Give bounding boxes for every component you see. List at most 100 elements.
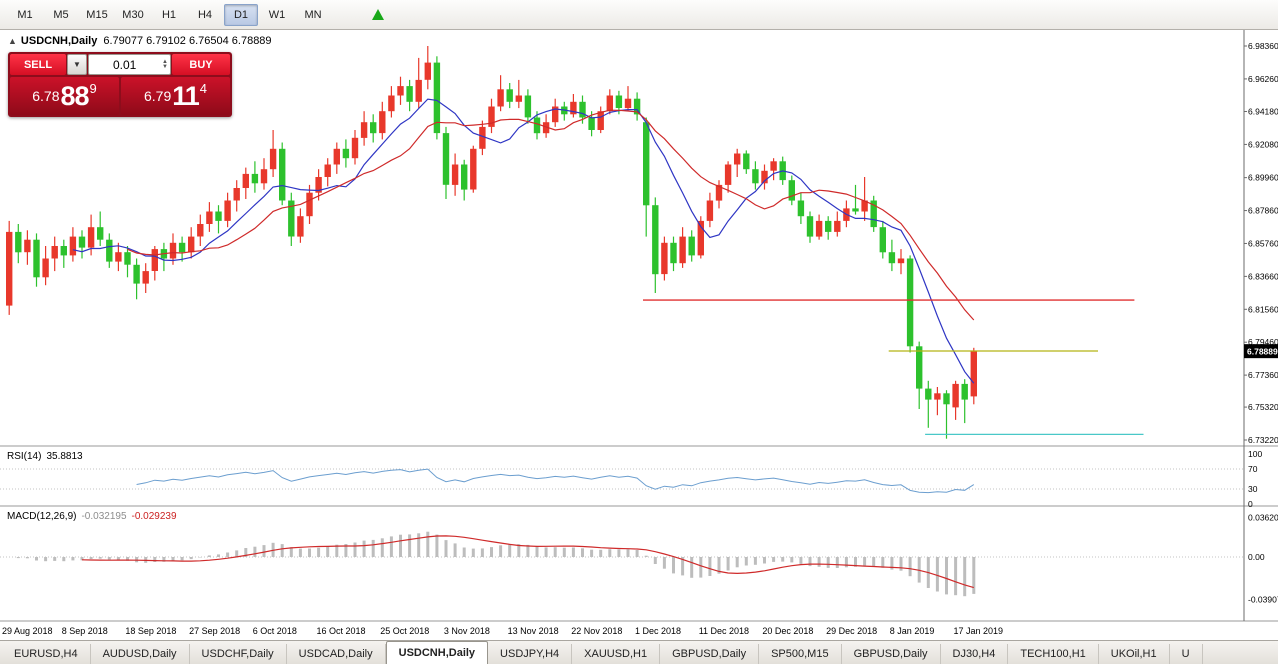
rsi-axis-label: 100 xyxy=(1248,449,1262,459)
candle-body xyxy=(315,177,322,193)
spin-up-icon[interactable]: ▲ xyxy=(162,58,168,65)
candle-body xyxy=(633,98,641,115)
date-axis-label: 13 Nov 2018 xyxy=(508,626,559,636)
timeframe-toolbar: M1 M5 M15 M30 H1 H4 D1 W1 MN xyxy=(0,0,1278,30)
date-axis-label: 3 Nov 2018 xyxy=(444,626,490,636)
chart-tab-audusd-daily[interactable]: AUDUSD,Daily xyxy=(91,644,190,664)
candle-body xyxy=(415,79,422,102)
timeframe-button-m15[interactable]: M15 xyxy=(86,8,108,21)
sell-price-button[interactable]: 6.78 88 9 xyxy=(10,77,119,115)
current-price-box xyxy=(1244,344,1278,359)
candle-body xyxy=(788,180,795,201)
candle-body xyxy=(597,111,604,130)
volume-spinner[interactable]: ▲ ▼ xyxy=(162,58,168,70)
price-axis-label: 6.87860 xyxy=(1248,206,1278,216)
chart-tab-xauusd-h1[interactable]: XAUUSD,H1 xyxy=(572,644,661,664)
candle-body xyxy=(588,117,595,130)
candle-body xyxy=(24,239,31,253)
candle-body xyxy=(15,231,22,253)
date-axis-label: 8 Jan 2019 xyxy=(890,626,935,636)
ma-fast-line xyxy=(72,98,975,384)
volume-input[interactable]: 0.01 ▲ ▼ xyxy=(88,54,171,75)
timeframe-button-h4[interactable]: H4 xyxy=(197,8,213,21)
candle-body xyxy=(552,106,559,123)
volume-dropdown-button[interactable]: ▼ xyxy=(67,54,87,75)
candle-body xyxy=(542,122,550,134)
timeframe-button-m30[interactable]: M30 xyxy=(122,8,144,21)
candle-body xyxy=(570,101,577,115)
timeframe-button-m5[interactable]: M5 xyxy=(53,8,69,21)
price-chart[interactable]: 6.98360 6.96260 6.94180 6.92080 6.89960 6.878… xyxy=(0,30,1278,640)
price-axis-label: 6.79460 xyxy=(1248,337,1278,347)
volume-value: 0.01 xyxy=(113,57,137,72)
chart-tab-gbpusd-daily[interactable]: GBPUSD,Daily xyxy=(842,644,941,664)
timeframe-button-d1[interactable]: D1 xyxy=(224,3,258,26)
candle-body xyxy=(533,117,541,134)
timeframe-button-mn[interactable]: MN xyxy=(304,8,322,21)
candle-body xyxy=(815,220,823,237)
current-price-label: 6.78889 xyxy=(1247,347,1278,357)
oct-controls-row: SELL ▼ 0.01 ▲ ▼ BUY xyxy=(10,54,230,75)
candle-body xyxy=(906,258,914,347)
sell-button[interactable]: SELL xyxy=(10,54,66,75)
chart-tab-bar: EURUSD,H4 AUDUSD,Daily USDCHF,Daily USDCAD,… xyxy=(0,640,1278,664)
timeframe-button-h1[interactable]: H1 xyxy=(161,8,177,21)
chart-tab-dj30-h4[interactable]: DJ30,H4 xyxy=(941,644,1009,664)
candle-body xyxy=(260,169,268,184)
chart-tab-gbpusd-daily[interactable]: GBPUSD,Daily xyxy=(660,644,760,664)
candle-body xyxy=(515,95,522,102)
candle-body xyxy=(379,111,386,134)
candle-body xyxy=(370,122,377,134)
chart-tab-usdcnh-daily[interactable]: USDCNH,Daily xyxy=(385,641,489,664)
candle-body xyxy=(69,236,77,256)
candle-body xyxy=(925,388,932,400)
buy-price-pips: 11 xyxy=(172,80,200,111)
rsi-name: RSI(14) xyxy=(7,451,42,462)
candle-body xyxy=(970,351,977,397)
buy-button[interactable]: BUY xyxy=(172,54,230,75)
candle-body xyxy=(697,220,704,256)
candle-body xyxy=(188,236,195,253)
candle-body xyxy=(761,170,768,184)
buy-price-button[interactable]: 6.79 11 4 xyxy=(121,77,230,115)
green-arrow-icon[interactable] xyxy=(372,9,384,20)
sell-price-big: 6.78 xyxy=(32,88,60,104)
candle-body xyxy=(879,227,886,253)
macd-signal-line xyxy=(81,535,974,589)
candle-body xyxy=(106,239,113,262)
chart-tab-eurusd-h4[interactable]: EURUSD,H4 xyxy=(2,644,91,664)
chart-tab-tech100-h1[interactable]: TECH100,H1 xyxy=(1008,644,1099,664)
date-axis-label: 29 Aug 2018 xyxy=(2,626,53,636)
chart-tab-u[interactable]: U xyxy=(1170,644,1203,664)
candle-body xyxy=(197,224,204,237)
timeframe-button-w1[interactable]: W1 xyxy=(268,8,286,21)
date-axis-label: 8 Sep 2018 xyxy=(62,626,108,636)
chart-tab-usdcad-daily[interactable]: USDCAD,Daily xyxy=(287,644,386,664)
spin-down-icon[interactable]: ▼ xyxy=(162,63,168,70)
candle-body xyxy=(297,216,304,237)
chevron-down-icon: ▼ xyxy=(73,60,81,69)
symbol-ohlc: 6.79077 6.79102 6.76504 6.78889 xyxy=(103,35,272,47)
candle-body xyxy=(806,216,814,237)
chart-tab-ukoil-h1[interactable]: UKOil,H1 xyxy=(1099,644,1170,664)
oct-toggle-icon[interactable]: ▲ xyxy=(8,36,17,46)
ma-slow-line xyxy=(127,109,975,321)
candle-body xyxy=(834,220,841,232)
candle-body xyxy=(60,246,67,256)
chart-tab-usdchf-daily[interactable]: USDCHF,Daily xyxy=(190,644,287,664)
candle-body xyxy=(306,192,313,217)
sell-price-frac: 9 xyxy=(89,80,97,96)
chart-tab-sp500-m15[interactable]: SP500,M15 xyxy=(759,644,842,664)
date-axis-label: 27 Sep 2018 xyxy=(189,626,240,636)
timeframe-button-m1[interactable]: M1 xyxy=(17,8,33,21)
date-axis-label: 1 Dec 2018 xyxy=(635,626,681,636)
candle-body xyxy=(351,137,359,159)
candle-body xyxy=(451,164,459,185)
macd-label: MACD(12,26,9) -0.032195 -0.029239 xyxy=(7,511,177,522)
candle-body xyxy=(360,122,368,138)
candle-body xyxy=(870,200,877,228)
candle-body xyxy=(734,153,741,165)
chart-tab-usdjpy-h4[interactable]: USDJPY,H4 xyxy=(488,644,573,664)
candle-body xyxy=(615,95,623,108)
